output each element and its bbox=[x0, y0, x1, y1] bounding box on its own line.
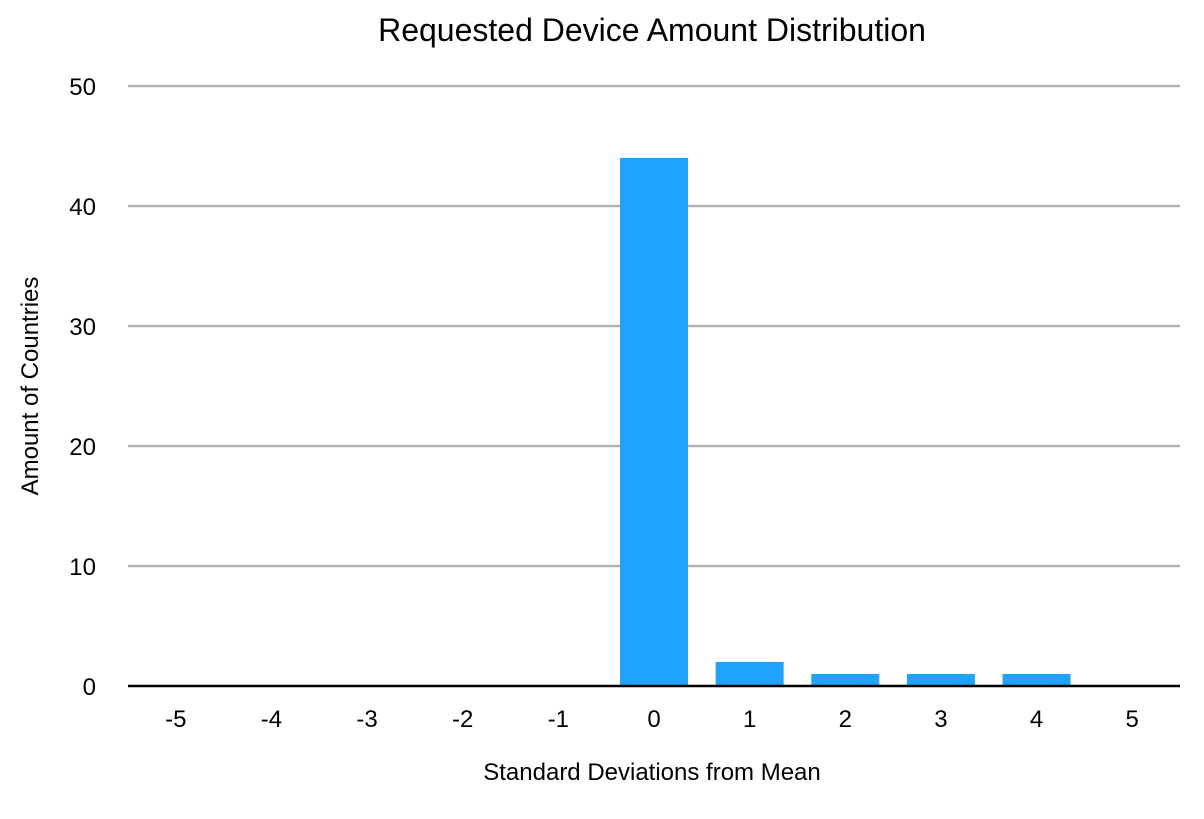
y-tick-label: 40 bbox=[69, 194, 96, 221]
bar-4 bbox=[1002, 674, 1071, 686]
bar-0 bbox=[620, 158, 688, 686]
bar-3 bbox=[906, 674, 975, 686]
bar-2 bbox=[811, 674, 880, 686]
x-tick-label: 4 bbox=[1030, 706, 1043, 733]
y-tick-label: 50 bbox=[69, 74, 96, 101]
y-tick-label: 10 bbox=[69, 554, 96, 581]
x-tick-label: -2 bbox=[452, 706, 473, 733]
x-tick-label: -3 bbox=[356, 706, 377, 733]
x-tick-label: -4 bbox=[261, 706, 282, 733]
y-tick-label: 20 bbox=[69, 434, 96, 461]
x-tick-label: 2 bbox=[839, 706, 852, 733]
y-axis-title: Amount of Countries bbox=[17, 277, 44, 496]
y-tick-label: 30 bbox=[69, 314, 96, 341]
chart-title: Requested Device Amount Distribution bbox=[378, 12, 926, 48]
x-tick-label: 1 bbox=[743, 706, 756, 733]
x-tick-label: 0 bbox=[647, 706, 660, 733]
x-tick-label: 3 bbox=[934, 706, 947, 733]
x-tick-label: 5 bbox=[1126, 706, 1139, 733]
x-axis-title: Standard Deviations from Mean bbox=[483, 759, 821, 786]
bar-1 bbox=[715, 662, 784, 686]
bars bbox=[620, 158, 1071, 686]
x-tick-label: -1 bbox=[548, 706, 569, 733]
y-tick-labels: 0 10 20 30 40 50 bbox=[69, 74, 96, 701]
x-tick-labels: -5 -4 -3 -2 -1 0 1 2 3 4 5 bbox=[165, 706, 1139, 733]
y-tick-label: 0 bbox=[83, 674, 96, 701]
x-tick-label: -5 bbox=[165, 706, 186, 733]
